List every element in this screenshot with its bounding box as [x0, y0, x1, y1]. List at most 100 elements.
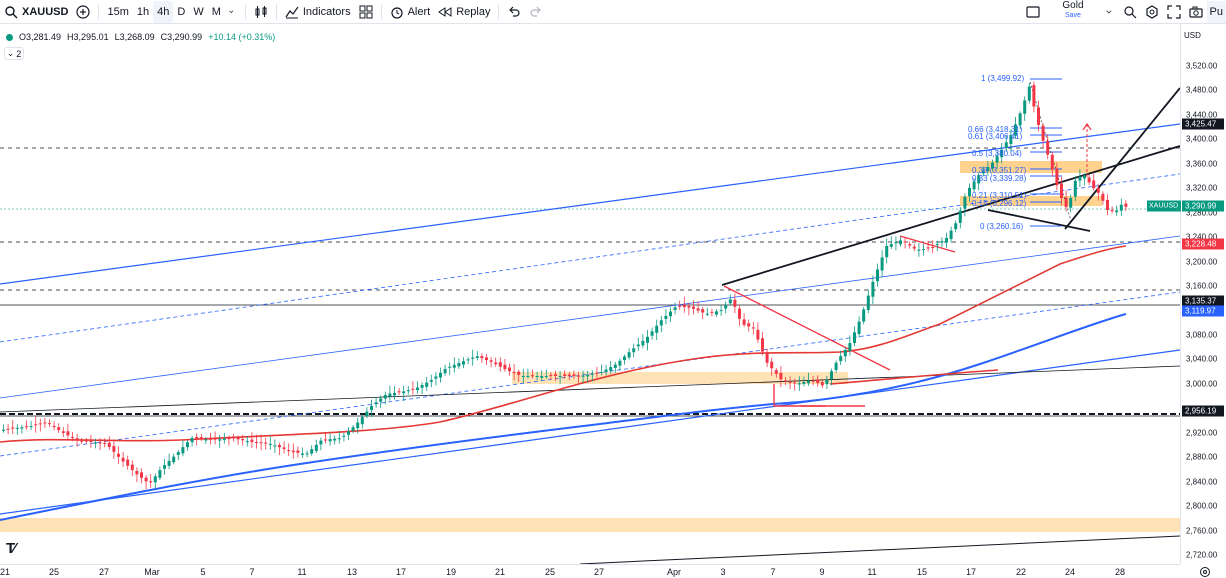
candle-body [1119, 204, 1123, 211]
divider [498, 3, 500, 20]
candle-body [61, 431, 65, 433]
candle-body [544, 376, 548, 377]
candle-body [1087, 177, 1091, 183]
timeframe-4h[interactable]: 4h [153, 0, 174, 23]
candle-body [1037, 107, 1040, 125]
trend-line[interactable] [0, 365, 1180, 413]
axis-settings-icon[interactable] [1199, 566, 1211, 578]
candle-body [609, 367, 613, 371]
candle-body [402, 391, 406, 394]
candles-group[interactable] [2, 81, 1128, 490]
candle-body [682, 304, 686, 308]
layout-name-button[interactable]: Gold Save [1058, 0, 1087, 23]
candle-body [632, 348, 636, 353]
demand-zone [0, 518, 1180, 532]
candle-body [84, 440, 88, 442]
time-axis-label: 17 [395, 567, 407, 577]
publish-button[interactable]: Pu [1206, 0, 1226, 23]
ohlc-legend: O3,281.49 H3,295.01 L3,268.09 C3,290.99 … [6, 32, 275, 42]
timeframe-d[interactable]: D [177, 5, 186, 18]
trend-line[interactable] [579, 535, 1180, 564]
price-axis-label: 3,400.00 [1186, 134, 1218, 144]
fullscreen-button[interactable] [1163, 1, 1185, 23]
candle-body [273, 445, 277, 447]
layout-toggle-button[interactable] [1022, 1, 1044, 23]
divider [98, 3, 100, 20]
chart-type-button[interactable] [250, 1, 272, 23]
channel-mid-line[interactable] [0, 173, 1180, 343]
gear-icon [1145, 4, 1158, 19]
candle-body [563, 374, 567, 376]
candle-body [393, 392, 396, 396]
price-axis-label: 3,160.00 [1186, 281, 1218, 291]
trend-line-black[interactable] [721, 145, 1180, 286]
candle-body [1009, 134, 1013, 145]
channel-lower-line[interactable] [0, 235, 1180, 399]
redo-button[interactable] [525, 1, 547, 23]
replay-button[interactable]: Replay [434, 1, 494, 23]
trend-line-blue[interactable] [0, 349, 1180, 515]
snapshot-button[interactable] [1185, 1, 1207, 23]
candle-body [618, 360, 622, 366]
candles-icon [255, 5, 267, 18]
price-axis-label: 3,200.00 [1186, 257, 1218, 267]
candle-body [701, 309, 705, 313]
candle-body [397, 391, 401, 393]
candle-body [521, 376, 525, 377]
layout-menu-button[interactable] [1102, 1, 1119, 23]
moving-average-blue[interactable] [0, 313, 1127, 521]
candle-body [963, 196, 967, 209]
trend-line-black[interactable] [987, 209, 1091, 232]
timeframe-w[interactable]: W [193, 5, 204, 18]
fib-label: 0.5 (3,380.04) [972, 149, 1022, 158]
templates-button[interactable] [355, 1, 377, 23]
fib-retracement[interactable] [1030, 78, 1062, 227]
price-axis-label: 3,040.00 [1186, 354, 1218, 364]
currency-label[interactable]: USD [1184, 31, 1201, 40]
candle-body [908, 244, 912, 246]
candle-body [724, 304, 728, 309]
alert-button[interactable]: Alert [386, 1, 435, 23]
search-icon [5, 5, 18, 18]
red-trend-line[interactable] [723, 285, 891, 371]
moving-average-red-short[interactable] [829, 369, 999, 385]
fib-trend-line [1029, 81, 1073, 225]
channel-upper-line[interactable] [0, 123, 1180, 285]
price-chart[interactable] [0, 24, 1180, 564]
channel-bottom-line[interactable] [0, 291, 1180, 457]
candle-body [75, 438, 79, 441]
candle-body [728, 299, 732, 304]
moving-average-red[interactable] [0, 245, 1127, 443]
time-axis[interactable] [0, 564, 1180, 578]
candle-body [1027, 86, 1031, 101]
compare-symbol-button[interactable] [72, 1, 94, 23]
indicators-button[interactable]: Indicators [281, 1, 355, 23]
trend-line-black[interactable] [1064, 87, 1180, 230]
timeframe-dropdown[interactable] [225, 1, 241, 23]
red-trend-line[interactable] [899, 235, 956, 253]
candle-body [480, 356, 484, 359]
legend-collapse-button[interactable]: ⌄ 2 [4, 47, 24, 60]
candle-body [452, 364, 456, 368]
candle-body [218, 439, 222, 441]
candle-body [48, 423, 51, 425]
time-axis-label: 28 [1114, 567, 1126, 577]
candle-body [411, 388, 415, 390]
timeframe-15m[interactable]: 15m [107, 5, 129, 18]
settings-button[interactable] [1141, 1, 1163, 23]
time-axis-label: 11 [867, 567, 877, 577]
timeframe-1h[interactable]: 1h [136, 5, 150, 18]
undo-button[interactable] [503, 1, 525, 23]
rewind-icon [438, 6, 452, 17]
candle-body [811, 380, 815, 382]
timeframe-m[interactable]: M [211, 5, 221, 18]
candle-body [866, 295, 870, 310]
candle-body [664, 315, 668, 319]
price-axis[interactable] [1180, 24, 1226, 564]
symbol-search-button[interactable]: XAUUSD [0, 1, 72, 23]
replay-label: Replay [456, 5, 491, 18]
quick-search-button[interactable] [1119, 1, 1141, 23]
candle-body [1000, 149, 1004, 158]
time-axis-label: 17 [965, 567, 977, 577]
candle-body [843, 349, 847, 357]
